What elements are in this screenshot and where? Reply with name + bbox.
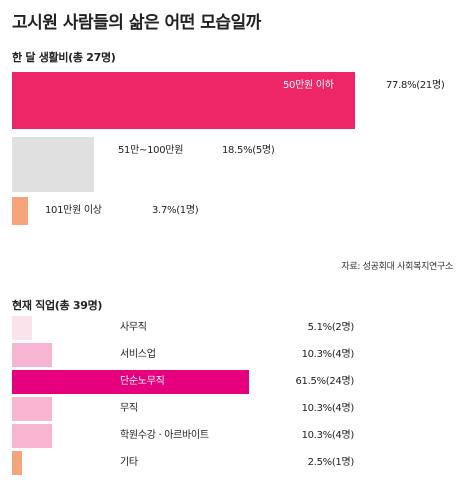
bar-label: 101만원 이상 <box>45 205 102 216</box>
bar-label: 51만~100만원 <box>118 145 184 156</box>
bar-occupation-2 <box>12 370 249 394</box>
bar-living-cost-2 <box>12 197 29 225</box>
value-label: 10.3%(4명) <box>301 430 355 441</box>
source-note: 자료: 성공회대 사회복지연구소 <box>341 262 453 272</box>
bar-label: 단순노무직 <box>120 376 165 387</box>
page-title: 고시원 사람들의 삶은 어떤 모습일까 <box>12 13 261 33</box>
bar-label: 50만원 이하 <box>283 80 334 91</box>
value-label: 61.5%(24명) <box>295 376 355 387</box>
bar-living-cost-1 <box>12 137 94 192</box>
value-label: 2.5%(1명) <box>307 457 355 468</box>
bar-occupation-0 <box>12 316 32 340</box>
bar-label: 학원수강 · 아르바이트 <box>120 430 209 441</box>
bar-occupation-4 <box>12 424 52 448</box>
bar-label: 기타 <box>120 457 138 468</box>
value-label: 77.8%(21명) <box>386 80 445 91</box>
bar-label: 무직 <box>120 403 138 414</box>
bar-occupation-3 <box>12 397 52 421</box>
value-label: 10.3%(4명) <box>301 403 355 414</box>
value-label: 5.1%(2명) <box>307 322 355 333</box>
value-label: 3.7%(1명) <box>152 205 199 216</box>
bar-label: 서비스업 <box>120 349 156 360</box>
bar-occupation-1 <box>12 343 52 367</box>
value-label: 10.3%(4명) <box>301 349 355 360</box>
bar-occupation-5 <box>12 451 22 475</box>
bar-living-cost-0 <box>12 72 355 129</box>
bar-label: 사무직 <box>120 322 147 333</box>
living-cost-chart-title: 한 달 생활비(총 27명) <box>12 51 116 64</box>
occupation-chart-title: 현재 직업(총 39명) <box>12 299 103 312</box>
value-label: 18.5%(5명) <box>222 145 275 156</box>
